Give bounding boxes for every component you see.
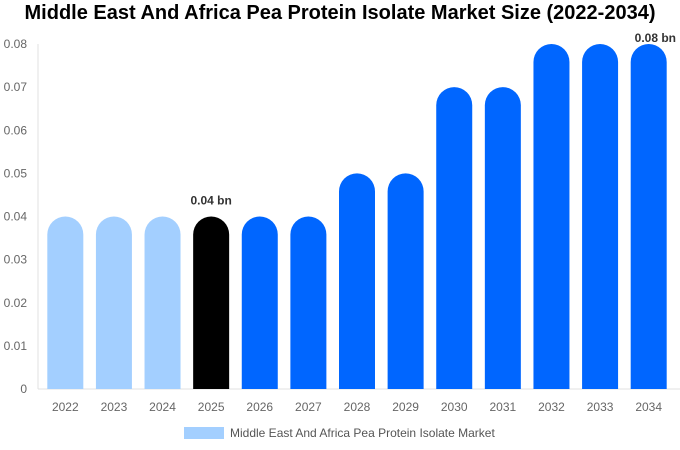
legend: Middle East And Africa Pea Protein Isola… [184, 426, 495, 440]
bar-2025 [193, 216, 230, 389]
x-tick-label: 2033 [587, 400, 614, 414]
bar-2027 [290, 216, 327, 389]
x-tick-label: 2027 [295, 400, 322, 414]
x-tick-label: 2030 [441, 400, 468, 414]
bar-2029 [387, 173, 424, 389]
x-tick-label: 2034 [635, 400, 662, 414]
bar-2024 [144, 216, 181, 389]
bar-2022 [47, 216, 84, 389]
x-tick-label: 2025 [198, 400, 225, 414]
y-tick-label: 0.06 [4, 123, 28, 137]
y-tick-label: 0.03 [4, 253, 28, 267]
x-tick-label: 2031 [489, 400, 516, 414]
bar-2026 [241, 216, 278, 389]
bar-2034 [630, 44, 667, 389]
bar-2031 [484, 87, 521, 390]
bar-2023 [95, 216, 132, 389]
bar-2032 [533, 44, 570, 389]
y-tick-label: 0.08 [4, 37, 28, 51]
y-tick-label: 0 [20, 382, 27, 396]
data-label: 0.08 bn [635, 31, 676, 45]
x-tick-label: 2029 [392, 400, 419, 414]
y-tick-label: 0.02 [4, 296, 28, 310]
x-tick-label: 2032 [538, 400, 565, 414]
bar-2028 [339, 173, 375, 389]
data-label: 0.04 bn [190, 194, 231, 208]
legend-label: Middle East And Africa Pea Protein Isola… [230, 426, 495, 440]
y-tick-label: 0.07 [4, 80, 28, 94]
legend-swatch [184, 427, 224, 439]
x-tick-label: 2022 [52, 400, 79, 414]
y-tick-label: 0.04 [4, 210, 28, 224]
bar-chart: 0 0.01 0.02 0.03 0.04 0.05 0.06 0.07 0.08 2022 202… [4, 31, 680, 414]
x-tick-label: 2024 [149, 400, 176, 414]
x-tick-label: 2026 [246, 400, 273, 414]
chart-title: Middle East And Africa Pea Protein Isola… [24, 2, 656, 24]
y-tick-label: 0.05 [4, 166, 28, 180]
x-tick-label: 2023 [101, 400, 128, 414]
x-tick-label: 2028 [344, 400, 371, 414]
y-tick-label: 0.01 [4, 339, 28, 353]
bar-2033 [582, 44, 619, 389]
bar-2030 [436, 87, 473, 389]
